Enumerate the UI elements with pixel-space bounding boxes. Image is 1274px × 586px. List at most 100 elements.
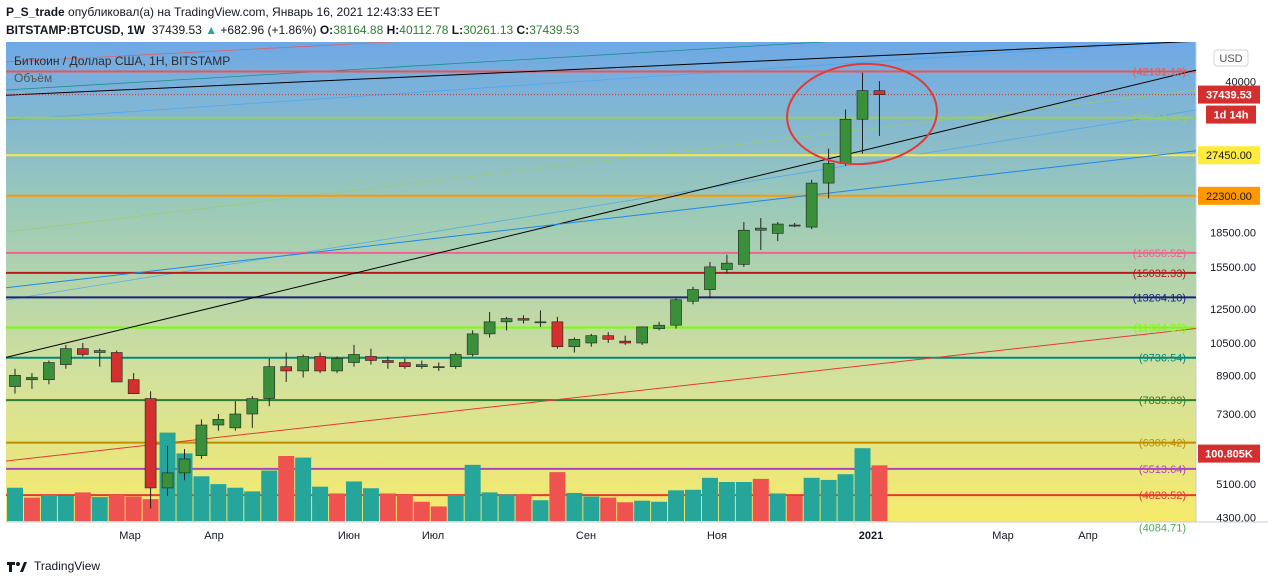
bear-candle [127, 379, 140, 394]
price-badge-label: 1d 14h [1214, 110, 1249, 122]
fan-line [6, 42, 1173, 121]
low-value: 30261.13 [463, 23, 514, 37]
volume-bar [854, 448, 871, 521]
bull-candle [43, 362, 55, 381]
currency-button[interactable] [1213, 49, 1249, 67]
volume-bar [346, 481, 362, 521]
open-label: O: [319, 23, 334, 37]
level-label: 22300.00 [1206, 191, 1252, 203]
bull-candle [839, 118, 852, 164]
volume-bar [786, 496, 803, 521]
bear-candle [280, 366, 293, 372]
price-badge [1198, 444, 1260, 463]
highlight-circle [786, 62, 938, 166]
ohlc-header: BITSTAMP:BTCUSD, 1W 37439.53 ▲ +682.96 (… [6, 23, 579, 37]
bull-candle [26, 377, 38, 381]
level-label: (15032.33) [1133, 268, 1186, 280]
bull-candle [534, 321, 547, 324]
level-label: (11364.26) [1134, 323, 1186, 335]
bull-candle [721, 262, 733, 270]
bull-candle [704, 266, 716, 290]
volume-bar [210, 484, 227, 521]
bull-candle [653, 324, 665, 329]
volume-bar [583, 496, 600, 521]
bull-candle [9, 374, 21, 387]
close-label: C: [516, 23, 530, 37]
bull-candle [636, 326, 648, 344]
volume-bar [261, 470, 278, 521]
bull-candle [670, 299, 682, 326]
bull-candle [500, 318, 513, 323]
y-tick-label: 8900.00 [1216, 370, 1256, 382]
bull-candle [432, 366, 445, 368]
volume-bar [634, 500, 651, 521]
tradingview-icon [7, 562, 27, 572]
bear-candle [788, 224, 801, 227]
bear-candle [365, 356, 377, 361]
volume-bar [227, 487, 244, 521]
y-tick-label: 12500.00 [1210, 304, 1256, 316]
price-badge [1198, 85, 1260, 104]
bull-candle [805, 182, 818, 228]
level-label: (6306.42) [1139, 438, 1186, 450]
volume-bar [362, 488, 379, 521]
volume-bar [481, 492, 498, 521]
time-axis [6, 522, 1268, 548]
brand-name: TradingView [34, 559, 101, 573]
published-text: опубликовал(а) на TradingView.com, Январ… [68, 5, 440, 19]
open-value: 38164.88 [333, 23, 384, 37]
y-tick-label: 15500.00 [1210, 262, 1256, 274]
bull-candle [195, 424, 208, 456]
volume-bar [295, 457, 312, 521]
volume-bar [701, 477, 718, 521]
level-label-box [1198, 186, 1260, 205]
x-tick-label: Мар [119, 530, 141, 542]
y-tick-label: 18500.00 [1210, 227, 1256, 239]
volume-bar [7, 487, 23, 521]
volume-bar [74, 492, 91, 521]
volume-bar [430, 506, 447, 521]
level-label: (5513.64) [1139, 464, 1186, 476]
x-tick-label: Ноя [707, 530, 727, 542]
y-tick-label: 10500.00 [1210, 338, 1256, 350]
trend-line [6, 69, 1196, 358]
bull-candle [246, 398, 259, 415]
up-arrow-icon: ▲ [205, 23, 218, 37]
bear-candle [382, 360, 394, 363]
bull-candle [466, 333, 479, 355]
fan-line [6, 109, 1196, 301]
high-label: H: [386, 23, 400, 37]
volume-bar [837, 474, 854, 521]
trend-line [6, 42, 1192, 96]
x-tick-label: Апр [1078, 530, 1097, 542]
bull-candle [856, 90, 869, 120]
level-label: (4084.71) [1139, 522, 1186, 534]
fan-line [6, 42, 398, 63]
level-label: (16656.52) [1133, 248, 1186, 260]
level-label: (42131.13) [1133, 67, 1186, 79]
price-badge [1206, 105, 1256, 124]
y-tick-label: 4300.00 [1216, 512, 1256, 524]
level-label: (4820.52) [1139, 490, 1186, 502]
volume-bar [396, 495, 413, 521]
volume-bar [651, 501, 668, 521]
volume-bar [125, 496, 142, 521]
volume-bar [532, 500, 549, 521]
publisher-name: P_S_trade [6, 5, 65, 19]
volume-bar [769, 493, 786, 521]
volume-bar [464, 464, 481, 521]
fan-line [6, 89, 1196, 233]
legend-title: Биткоин / Доллар США, 1Н, BITSTAMP [14, 54, 230, 68]
bull-candle [60, 348, 72, 365]
bear-candle [110, 352, 123, 383]
volume-bar [735, 482, 752, 521]
x-tick-label: Сен [576, 530, 596, 542]
bear-candle [551, 321, 564, 348]
bull-candle [738, 229, 750, 265]
volume-bar [278, 456, 295, 521]
tradingview-logo[interactable]: TradingView [6, 559, 100, 573]
bull-candle [348, 354, 360, 363]
volume-bar [142, 499, 159, 521]
bull-candle [568, 338, 581, 348]
